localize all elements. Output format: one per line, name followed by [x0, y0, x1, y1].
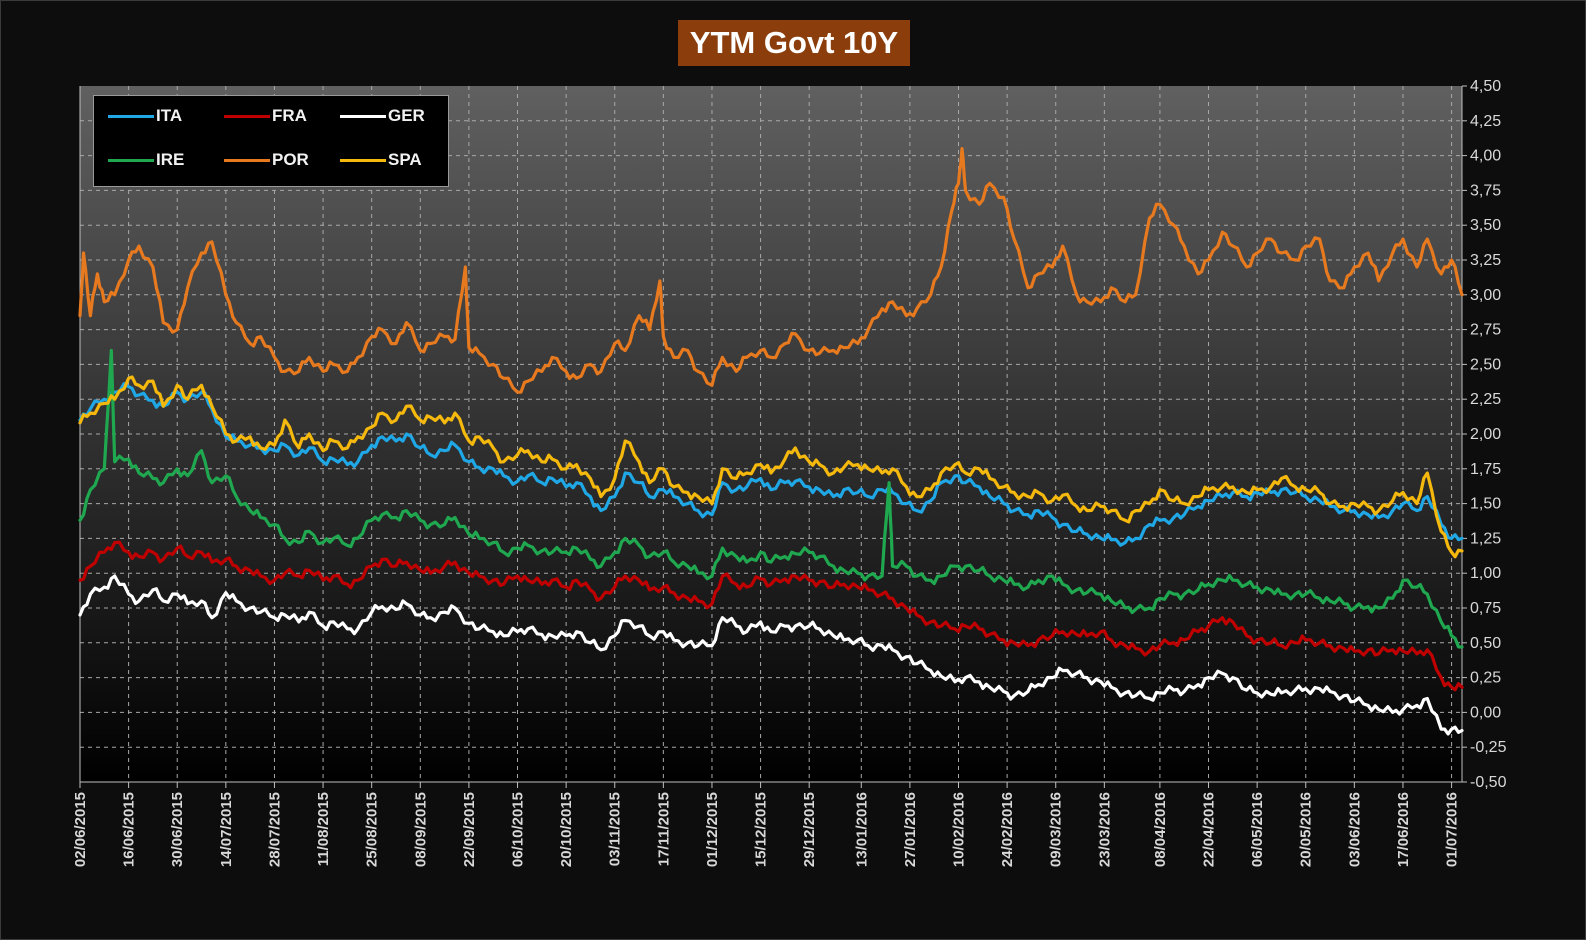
y-tick-label: 2,75 [1470, 322, 1501, 339]
legend-label: POR [272, 150, 309, 169]
y-tick-label: -0,25 [1470, 739, 1507, 756]
y-tick-label: 1,50 [1470, 496, 1501, 513]
x-tick-label: 30/06/2015 [169, 792, 186, 867]
x-tick-label: 22/04/2016 [1201, 792, 1218, 867]
legend-label: ITA [156, 106, 183, 125]
x-tick-label: 11/08/2015 [315, 792, 332, 866]
legend-swatch [224, 115, 270, 118]
y-tick-label: 0,25 [1470, 670, 1501, 687]
y-tick-label: 3,50 [1470, 217, 1501, 234]
legend-item-por: POR [224, 149, 324, 171]
x-tick-label: 03/06/2016 [1346, 792, 1363, 867]
x-tick-label: 08/04/2016 [1152, 792, 1169, 867]
chart-title: YTM Govt 10Y [678, 20, 910, 66]
series-line-fra [78, 540, 1464, 692]
grid-lines [80, 86, 1462, 782]
x-tick-label: 14/07/2015 [218, 792, 235, 867]
y-tick-label: 2,00 [1470, 426, 1501, 443]
legend-item-ger: GER [340, 105, 440, 127]
x-tick-label: 02/06/2015 [72, 792, 89, 867]
x-tick-label: 20/10/2015 [558, 792, 575, 867]
series-line-spa [78, 375, 1464, 559]
legend-swatch [108, 159, 154, 162]
x-tick-label: 09/03/2016 [1048, 792, 1065, 867]
x-tick-label: 20/05/2016 [1298, 792, 1315, 867]
x-tick-label: 01/07/2016 [1444, 792, 1461, 867]
x-tick-label: 27/01/2016 [902, 792, 919, 867]
legend-item-ita: ITA [108, 105, 208, 127]
legend-swatch [108, 115, 154, 118]
x-tick-label: 24/02/2016 [999, 792, 1016, 867]
x-tick-label: 22/09/2015 [461, 792, 478, 867]
x-tick-label: 13/01/2016 [853, 792, 870, 867]
legend-swatch [340, 159, 386, 162]
y-tick-label: 0,75 [1470, 600, 1501, 617]
legend-swatch [340, 115, 386, 118]
legend-item-fra: FRA [224, 105, 324, 127]
x-tick-label: 16/06/2015 [121, 792, 138, 867]
x-tick-label: 17/06/2016 [1395, 792, 1412, 867]
y-tick-label: -0,50 [1470, 774, 1507, 791]
x-tick-label: 23/03/2016 [1096, 792, 1113, 867]
legend-swatch [224, 159, 270, 162]
x-tick-label: 25/08/2015 [364, 792, 381, 867]
y-tick-label: 3,00 [1470, 287, 1501, 304]
y-axis-ticks: -0,50 -0,25 0,00 0,25 0,50 0,75 1,00 1,25 1,50 1,… [1462, 78, 1507, 791]
legend-item-spa: SPA [340, 149, 440, 171]
y-tick-label: 2,25 [1470, 391, 1501, 408]
series-line-ire [78, 348, 1464, 649]
y-tick-label: 0,00 [1470, 704, 1501, 721]
x-tick-label: 01/12/2015 [704, 792, 721, 867]
legend-label: FRA [272, 106, 307, 125]
y-tick-label: 1,00 [1470, 565, 1501, 582]
x-tick-label: 17/11/2015 [655, 792, 672, 866]
x-tick-label: 29/12/2015 [801, 792, 818, 867]
y-tick-label: 0,50 [1470, 635, 1501, 652]
x-tick-label: 15/12/2015 [753, 792, 770, 867]
legend-label: IRE [156, 150, 185, 169]
series-line-ger [78, 574, 1464, 736]
x-tick-label: 08/09/2015 [412, 792, 429, 867]
legend-item-ire: IRE [108, 149, 208, 171]
legend-label: SPA [388, 150, 422, 169]
legend: ITA FRA GER IRE POR SPA [93, 95, 449, 187]
series-lines [78, 147, 1464, 736]
y-tick-label: 3,25 [1470, 252, 1501, 269]
x-tick-label: 10/02/2016 [951, 792, 968, 867]
x-tick-label: 28/07/2015 [266, 792, 283, 867]
y-tick-label: 3,75 [1470, 182, 1501, 199]
x-tick-label: 06/10/2015 [510, 792, 527, 867]
y-tick-label: 2,50 [1470, 356, 1501, 373]
legend-label: GER [388, 106, 425, 125]
x-tick-label: 03/11/2015 [607, 792, 624, 866]
series-line-ita [78, 382, 1464, 547]
y-tick-label: 4,25 [1470, 113, 1501, 130]
y-tick-label: 1,75 [1470, 461, 1501, 478]
x-axis-ticks: 02/06/2015 16/06/2015 30/06/2015 14/07/2015… [72, 782, 1461, 867]
y-tick-label: 4,50 [1470, 78, 1501, 95]
x-tick-label: 06/05/2016 [1249, 792, 1266, 867]
y-tick-label: 1,25 [1470, 530, 1501, 547]
series-line-por [78, 147, 1464, 394]
y-tick-label: 4,00 [1470, 148, 1501, 165]
